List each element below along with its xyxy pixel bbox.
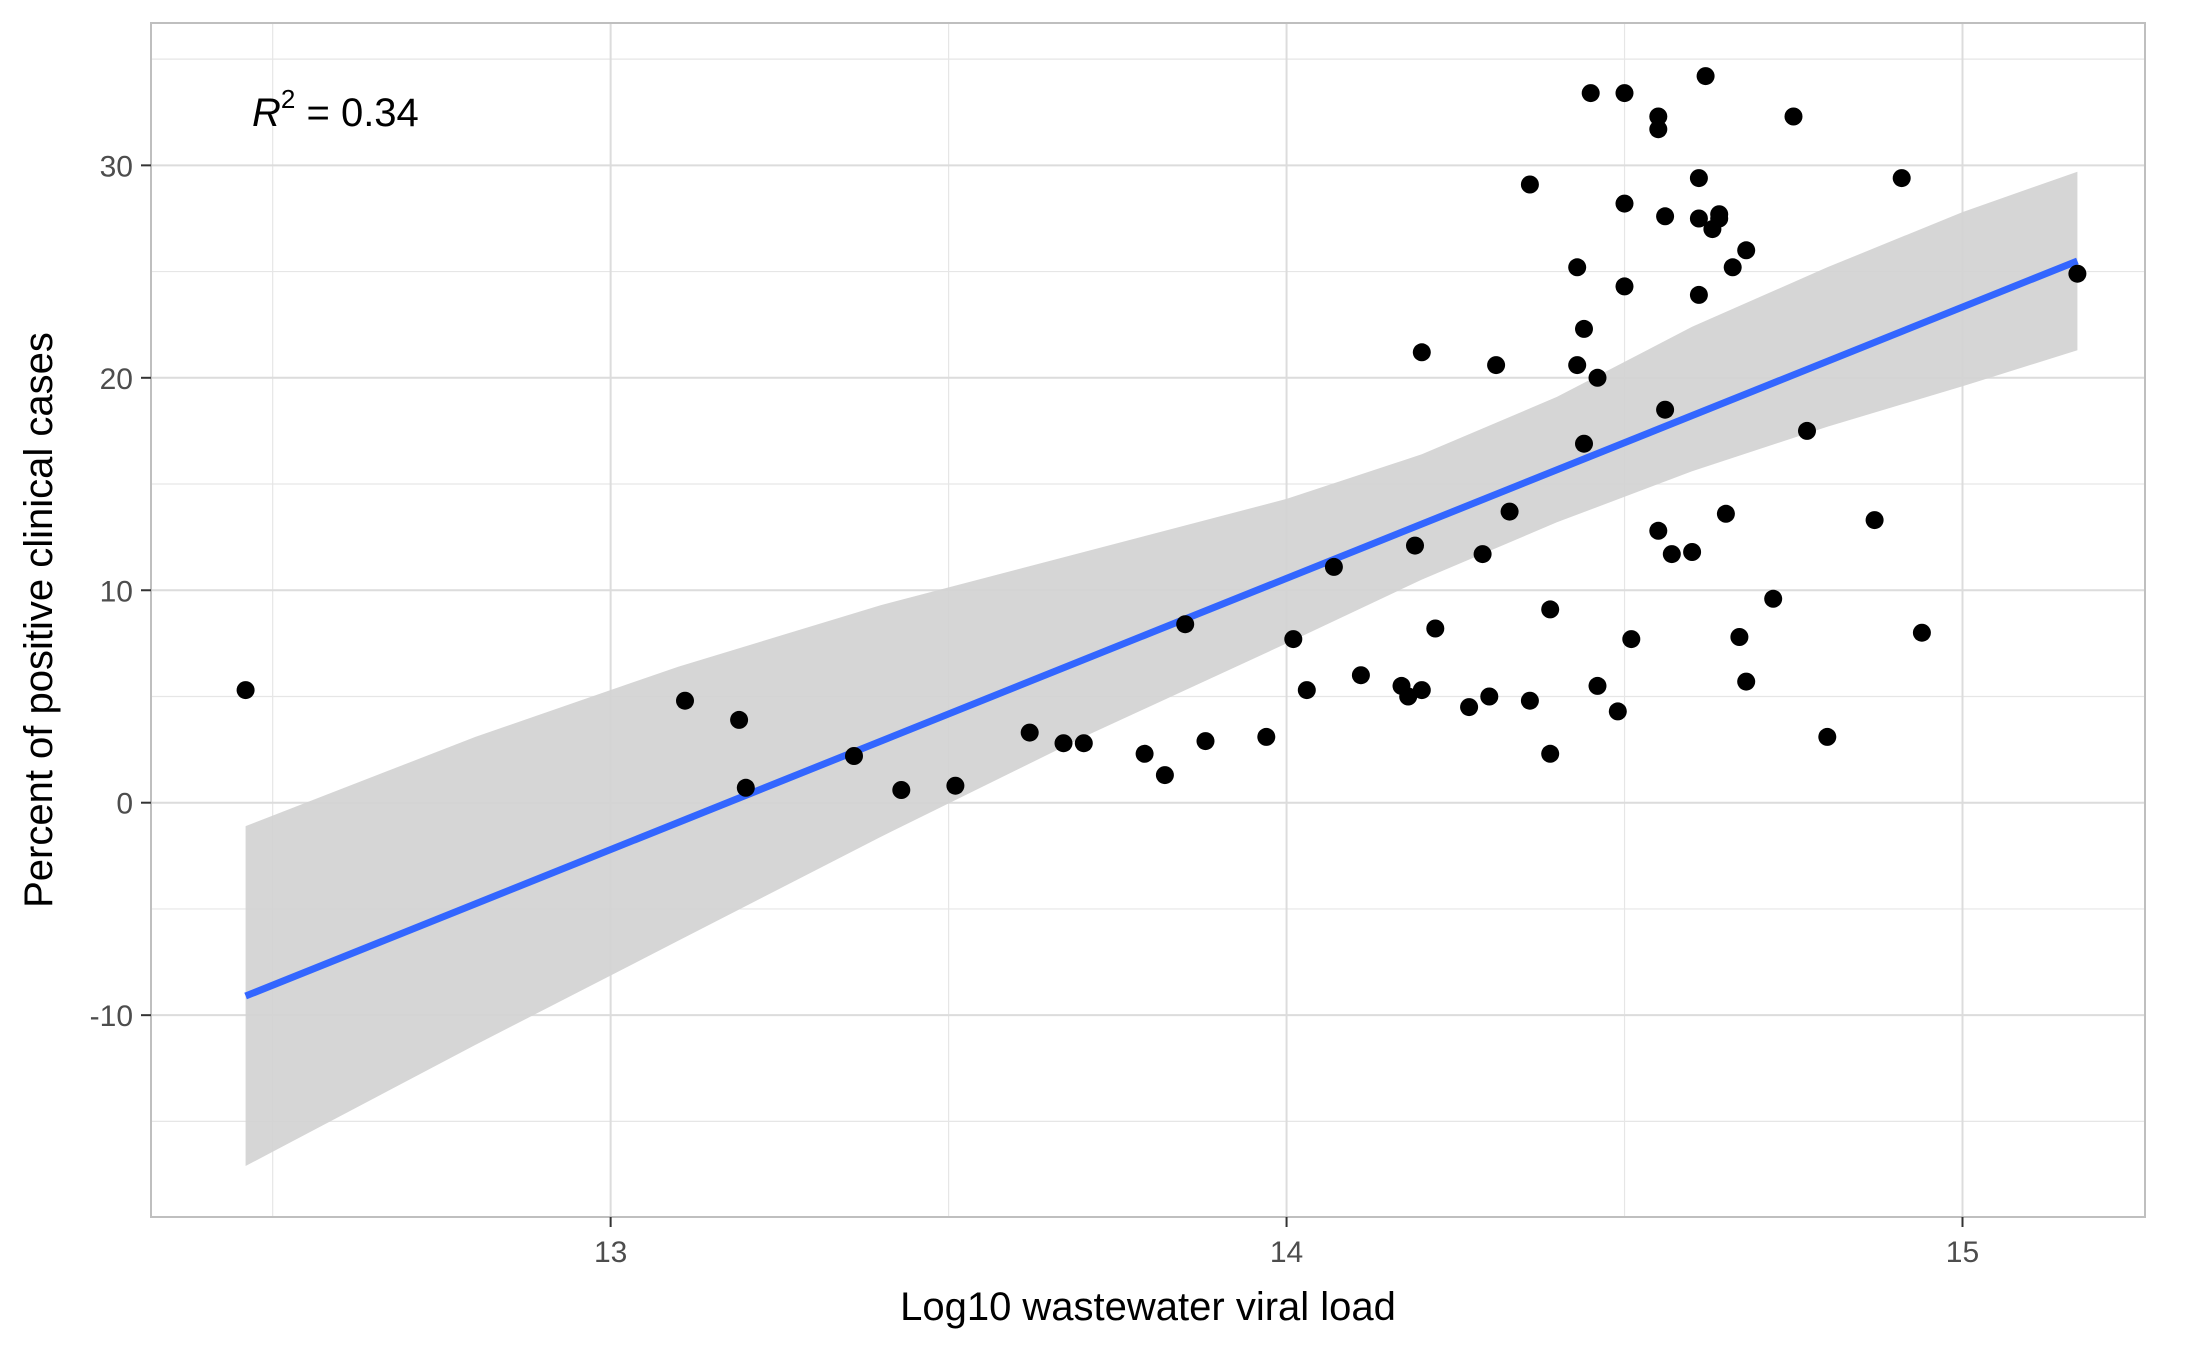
data-point <box>1649 120 1668 139</box>
data-point <box>1487 356 1506 375</box>
x-tick-label: 15 <box>1946 1236 1979 1269</box>
data-points <box>236 67 2087 799</box>
data-point <box>1737 241 1756 260</box>
data-point <box>1520 691 1539 710</box>
confidence-ribbon <box>245 171 2078 1166</box>
data-point <box>1588 368 1607 387</box>
data-point <box>1541 744 1560 763</box>
data-point <box>1176 615 1195 634</box>
data-point <box>1784 107 1803 126</box>
data-point <box>1622 630 1641 649</box>
data-point <box>1460 698 1479 717</box>
data-point <box>1324 557 1343 576</box>
data-point <box>730 710 749 729</box>
data-point <box>1696 67 1715 86</box>
data-point <box>1649 521 1668 540</box>
data-point <box>1196 732 1215 751</box>
data-point <box>1608 702 1627 721</box>
data-point <box>736 778 755 797</box>
data-point <box>1818 727 1837 746</box>
data-point <box>1798 421 1816 440</box>
data-point <box>1575 434 1593 453</box>
data-point <box>1135 744 1154 763</box>
data-point <box>1716 504 1735 523</box>
r-squared-sup: 2 <box>281 84 295 114</box>
data-point <box>1730 628 1749 646</box>
data-point <box>2068 264 2087 283</box>
panel-border <box>150 22 2146 1218</box>
data-point <box>1500 502 1519 521</box>
data-point <box>1615 194 1634 213</box>
data-point <box>1480 687 1499 706</box>
data-point <box>1297 681 1316 700</box>
r-squared-base: R <box>252 91 281 135</box>
data-point <box>1426 619 1445 638</box>
regression-line <box>244 257 2079 1000</box>
data-point <box>1351 666 1370 685</box>
data-point <box>1683 543 1702 561</box>
data-point <box>1892 169 1911 188</box>
data-point <box>1155 766 1174 785</box>
data-point <box>1689 169 1708 188</box>
data-point <box>1581 84 1600 103</box>
data-point <box>1615 277 1634 296</box>
data-point <box>892 781 911 799</box>
data-point <box>1865 511 1884 530</box>
data-point <box>1412 681 1431 700</box>
data-point <box>1912 623 1931 642</box>
data-point <box>1568 258 1587 277</box>
data-point <box>1656 207 1675 226</box>
data-point <box>1020 723 1039 742</box>
data-point <box>1541 600 1560 619</box>
data-point <box>1689 285 1708 304</box>
y-tick-label: -10 <box>90 1000 133 1033</box>
x-tick-label: 14 <box>1270 1236 1303 1269</box>
data-point <box>1615 84 1634 103</box>
r-squared-annotation: R2 = 0.34 <box>252 84 419 135</box>
data-point <box>1284 630 1303 649</box>
data-point <box>236 681 255 700</box>
data-point <box>1737 672 1756 691</box>
y-axis-ticks: -10 0 10 20 30 <box>90 150 151 1033</box>
data-point <box>1656 400 1675 419</box>
y-tick-label: 0 <box>116 788 133 821</box>
x-axis-title: Log10 wastewater viral load <box>900 1285 1396 1329</box>
data-point <box>1406 536 1424 555</box>
data-point <box>1257 727 1276 746</box>
data-point <box>946 776 965 795</box>
data-point <box>845 747 863 765</box>
data-point <box>1473 545 1492 564</box>
y-axis-title: Percent of positive clinical cases <box>17 332 61 908</box>
data-point <box>1689 209 1708 228</box>
data-point <box>1412 343 1431 362</box>
y-tick-label: 10 <box>100 575 133 608</box>
data-point <box>1575 319 1593 338</box>
data-point <box>1074 734 1093 753</box>
data-point <box>1764 589 1783 608</box>
x-axis-ticks: 13 14 15 <box>594 1217 1979 1269</box>
data-point <box>676 691 694 710</box>
y-tick-label: 20 <box>100 363 133 396</box>
data-point <box>1723 258 1742 277</box>
r-squared-value: = 0.34 <box>295 91 418 135</box>
data-point <box>1520 175 1539 194</box>
data-point <box>1399 687 1418 706</box>
x-tick-label: 13 <box>594 1236 627 1269</box>
data-point <box>1662 545 1681 564</box>
data-point <box>1649 107 1668 126</box>
y-tick-label: 30 <box>100 150 133 183</box>
data-point <box>1054 734 1073 753</box>
data-point <box>1588 676 1607 695</box>
data-point <box>1710 205 1729 224</box>
data-point <box>1568 356 1587 375</box>
